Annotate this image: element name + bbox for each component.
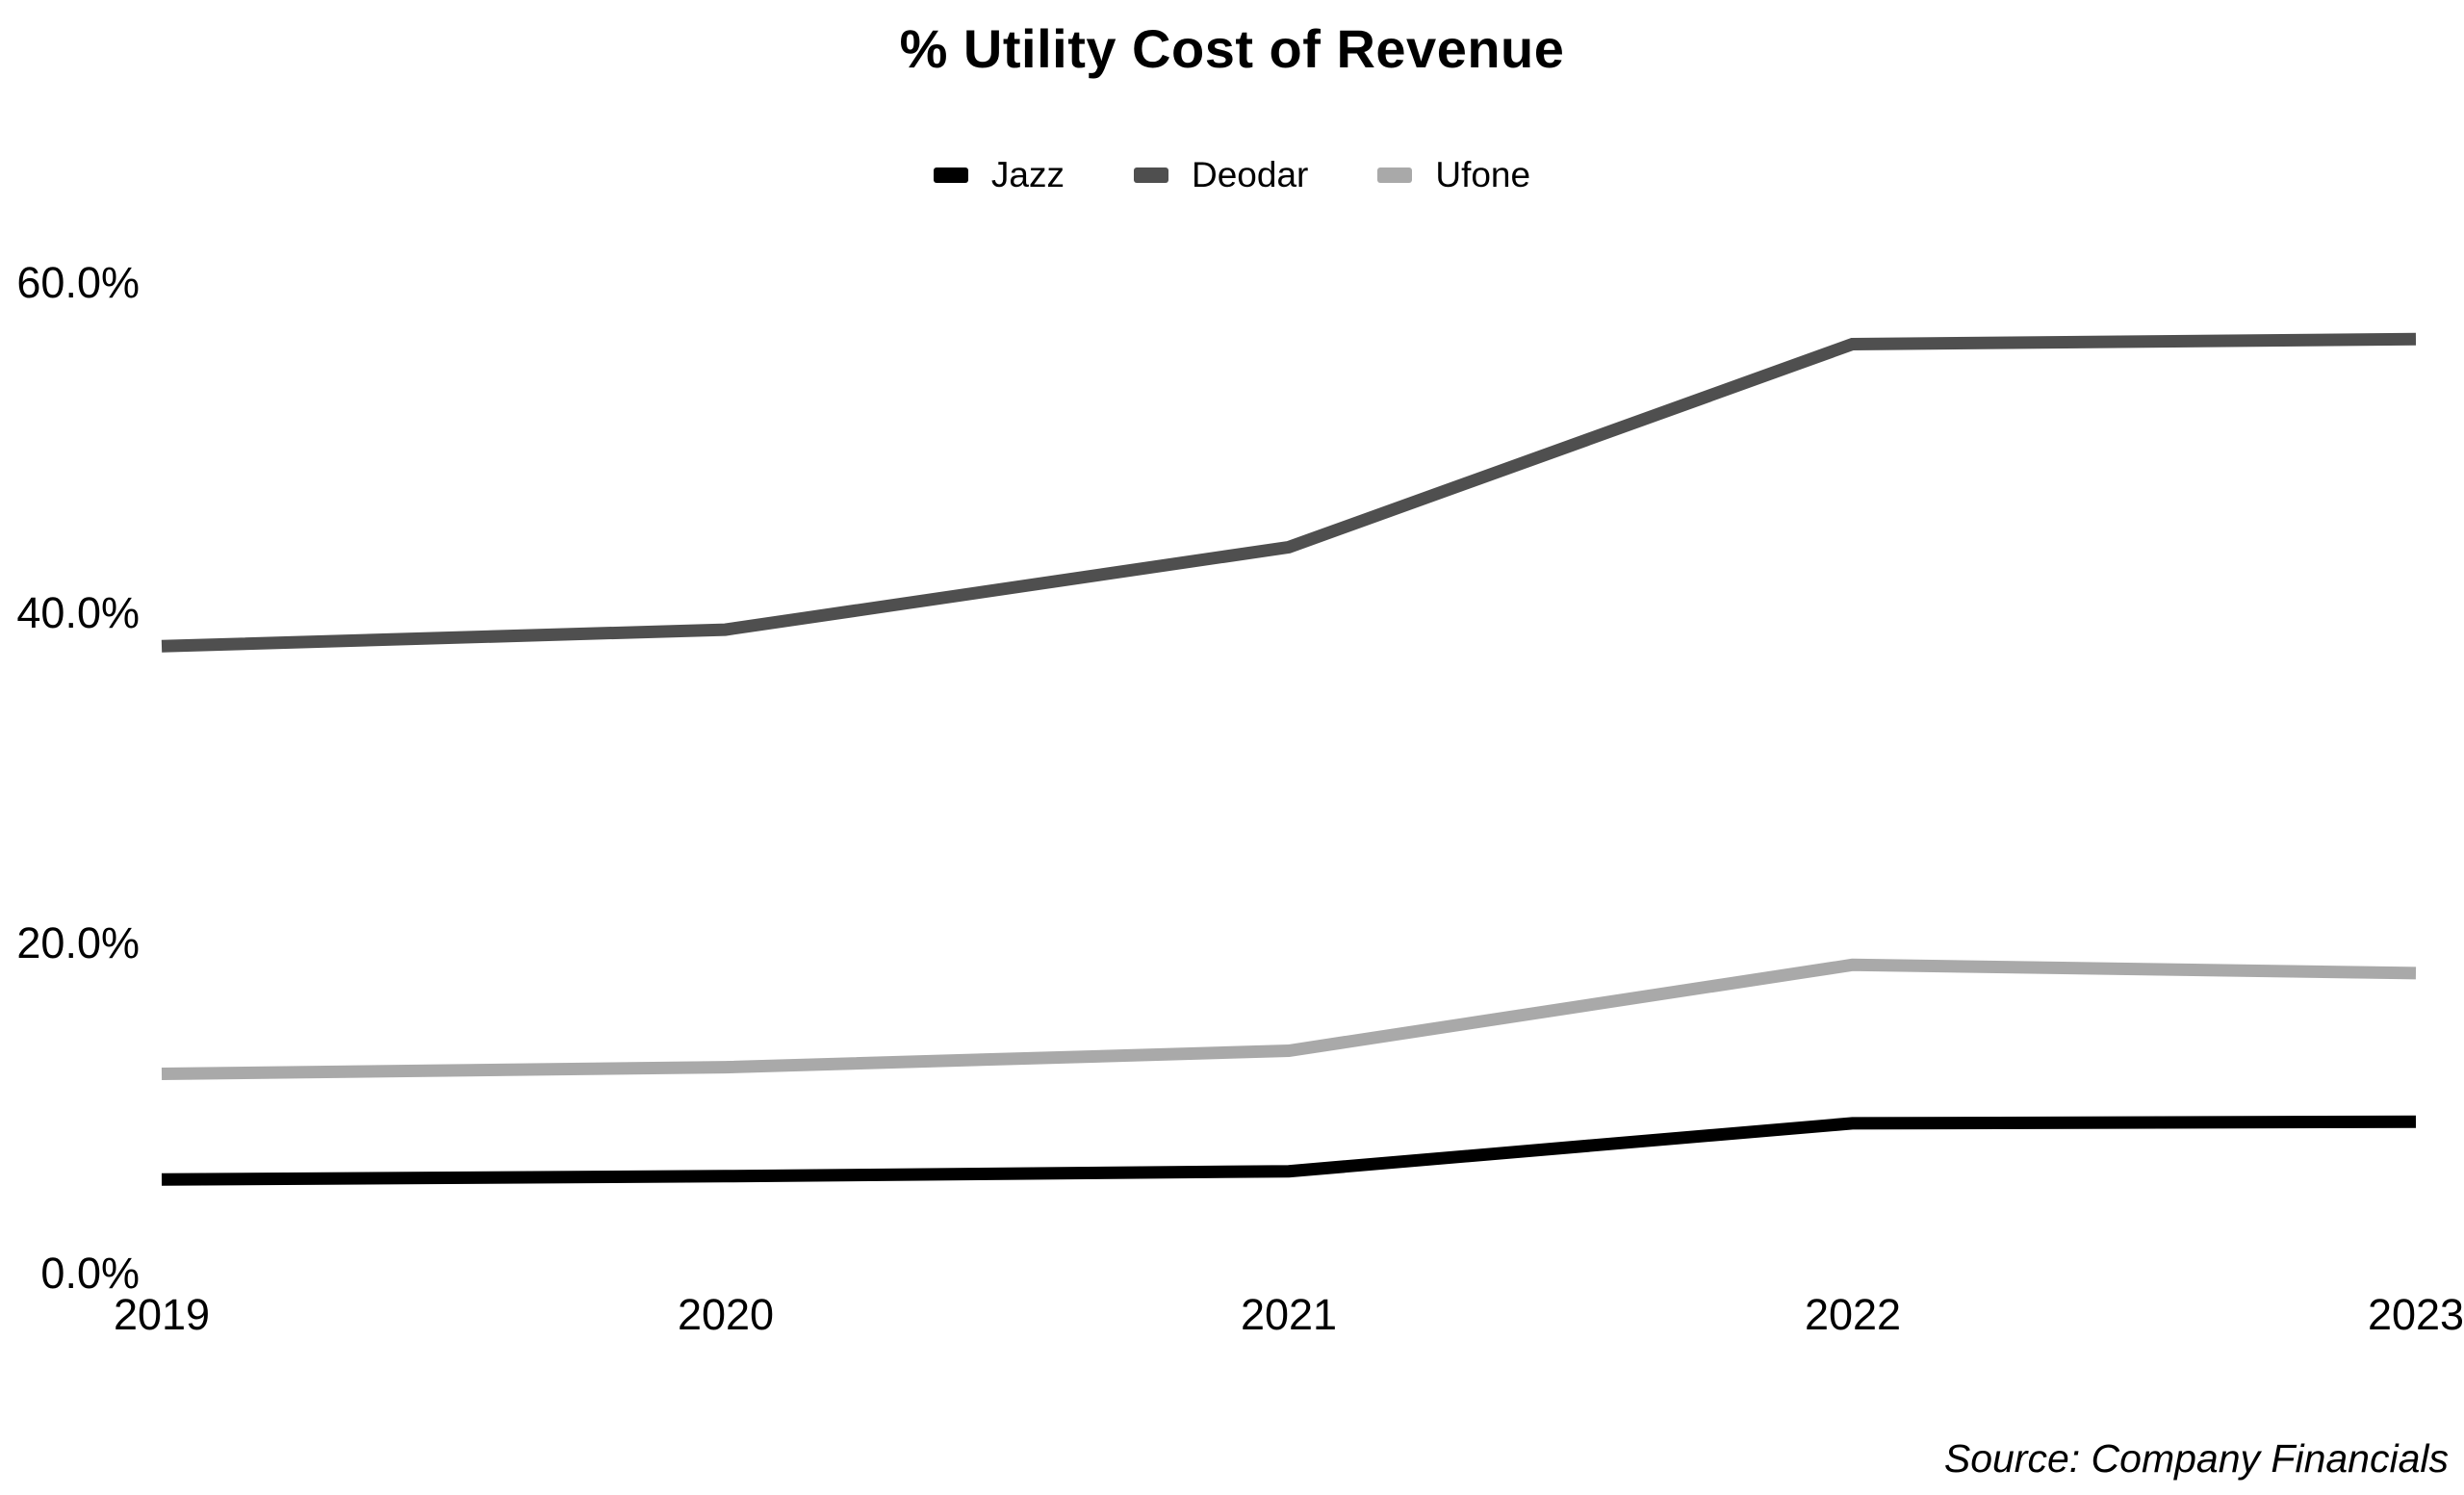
chart-title: % Utility Cost of Revenue: [899, 18, 1565, 79]
x-tick-2019: 2019: [113, 1290, 211, 1339]
y-tick-40: 40.0%: [16, 588, 140, 637]
legend-swatch-deodar: [1133, 167, 1168, 183]
x-tick-2022: 2022: [1804, 1290, 1902, 1339]
legend-item-jazz: Jazz: [933, 155, 1065, 194]
line-deodar: [161, 332, 2417, 653]
x-tick-2021: 2021: [1240, 1290, 1338, 1339]
legend-item-ufone: Ufone: [1377, 157, 1530, 193]
line-ufone: [161, 958, 2417, 1080]
legend-swatch-ufone: [1377, 167, 1413, 183]
x-tick-2023: 2023: [2367, 1290, 2464, 1339]
y-tick-60: 60.0%: [16, 258, 140, 307]
y-tick-20: 20.0%: [16, 918, 140, 967]
source-note: Source: Company Financials: [1943, 1436, 2449, 1481]
legend-label-ufone: Ufone: [1435, 155, 1531, 194]
line-jazz: [161, 1115, 2417, 1186]
x-tick-2020: 2020: [677, 1290, 775, 1339]
legend-label-deodar: Deodar: [1191, 155, 1309, 194]
legend-swatch-jazz: [933, 167, 968, 183]
legend: Jazz Deodar Ufone: [0, 157, 2464, 193]
legend-label-jazz: Jazz: [990, 155, 1065, 194]
y-tick-0: 0.0%: [40, 1249, 140, 1298]
legend-item-deodar: Deodar: [1133, 155, 1309, 194]
